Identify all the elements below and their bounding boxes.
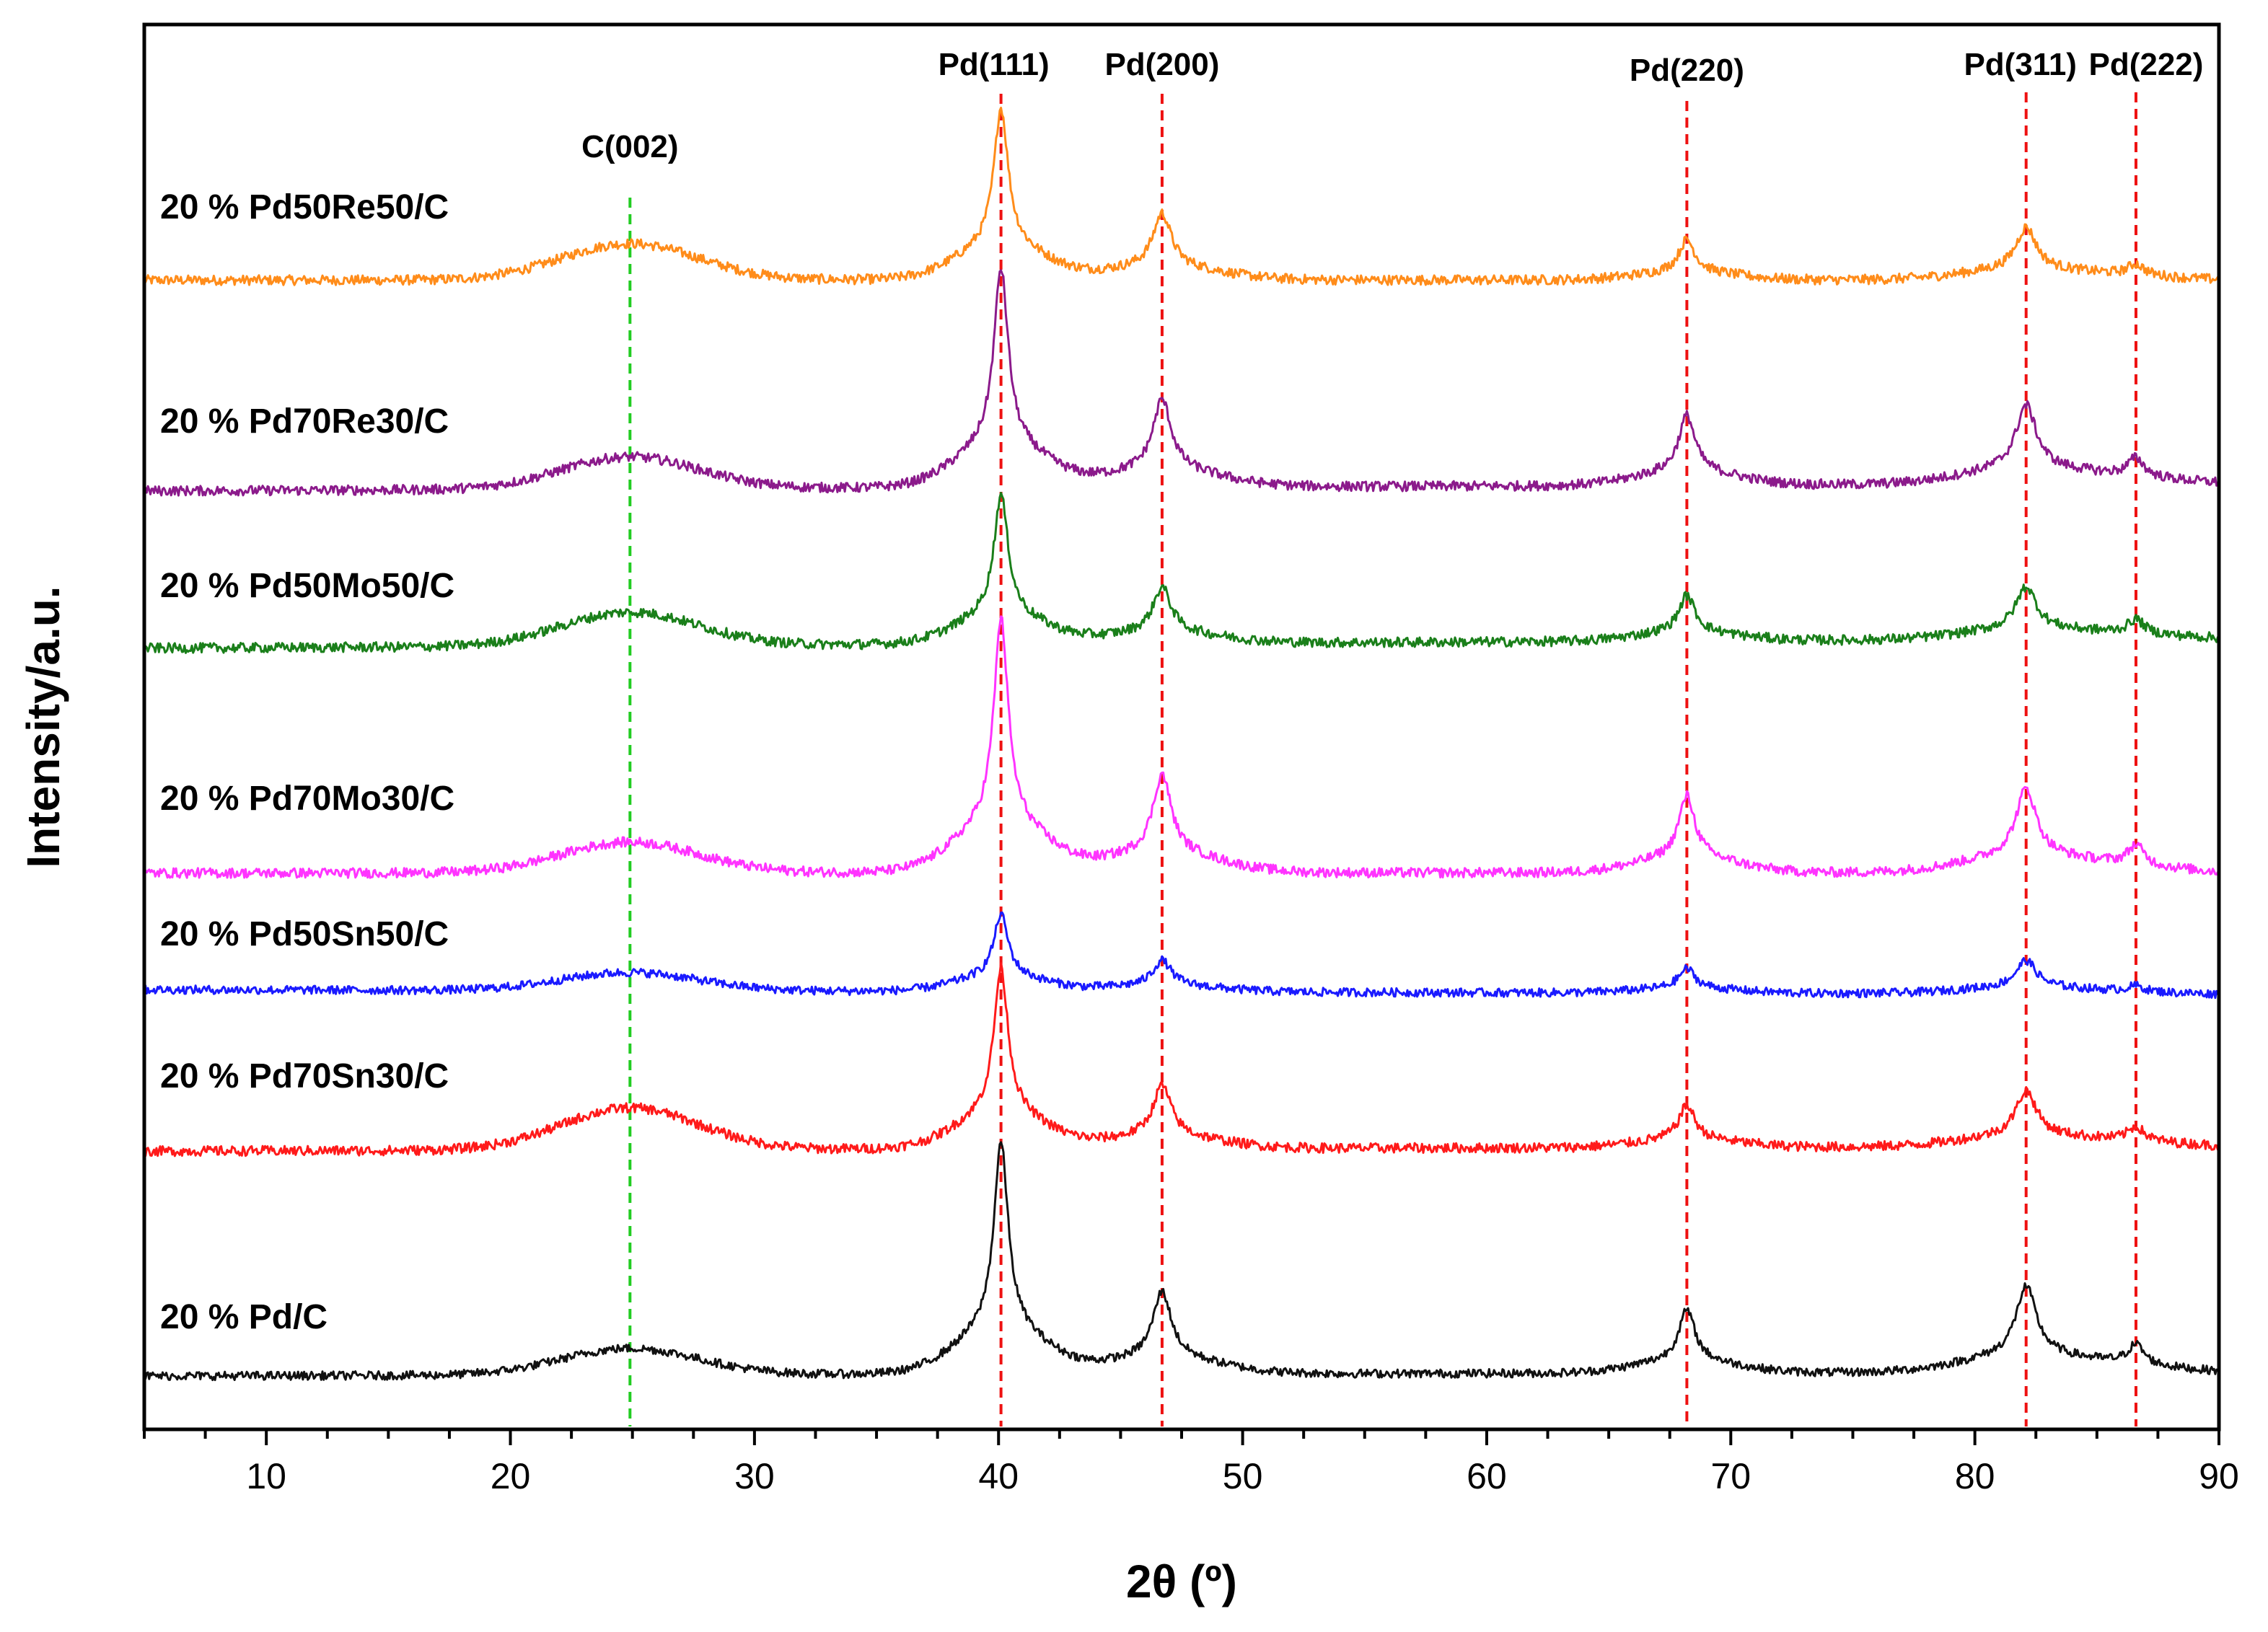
x-tick-label: 10	[246, 1456, 286, 1496]
reference-lines	[628, 92, 2137, 1426]
x-axis-tick-labels: 10 20 30 40 50 60 70 80 90	[246, 1456, 2238, 1496]
series-line	[143, 269, 2220, 497]
series-label: 20 % Pd70Re30/C	[160, 402, 449, 441]
x-tick-label: 80	[1955, 1456, 1995, 1496]
x-tick-label: 50	[1223, 1456, 1263, 1496]
series-line	[143, 911, 2220, 1000]
reference-label: Pd(222)	[2088, 47, 2203, 82]
series-label: 20 % Pd/C	[160, 1298, 328, 1336]
x-axis-title: 2θ (º)	[1126, 1556, 1237, 1607]
series-line	[143, 106, 2220, 286]
x-tick-label: 30	[734, 1456, 775, 1496]
series-labels: 20 % Pd50Re50/C 20 % Pd70Re30/C 20 % Pd50M…	[160, 188, 454, 1336]
plot-area	[143, 92, 2220, 1426]
x-tick-label: 40	[978, 1456, 1019, 1496]
series-line	[144, 1141, 2220, 1382]
reference-label: Pd(311)	[1964, 47, 2077, 82]
series-line	[143, 962, 2220, 1157]
y-axis-title: Intensity/a.u.	[17, 586, 69, 868]
x-tick-label: 70	[1710, 1456, 1751, 1496]
series-label: 20 % Pd50Mo50/C	[160, 567, 454, 605]
series-label: 20 % Pd70Sn30/C	[160, 1057, 449, 1095]
x-axis-ticks	[143, 1429, 2220, 1445]
x-tick-label: 60	[1467, 1456, 1507, 1496]
reference-label: Pd(220)	[1630, 53, 1744, 88]
series-line	[144, 492, 2220, 654]
series-line	[143, 615, 2220, 879]
x-tick-label: 20	[491, 1456, 531, 1496]
reference-label: Pd(200)	[1104, 47, 1219, 82]
reference-labels: C(002) Pd(111) Pd(200) Pd(220) Pd(311) Pd(222…	[581, 47, 2203, 164]
reference-label: Pd(111)	[939, 47, 1050, 82]
x-tick-label: 90	[2199, 1456, 2239, 1496]
series-label: 20 % Pd70Mo30/C	[160, 780, 454, 818]
series-label: 20 % Pd50Sn50/C	[160, 915, 449, 953]
series-lines	[143, 106, 2220, 1382]
reference-label: C(002)	[581, 129, 679, 164]
series-label: 20 % Pd50Re50/C	[160, 188, 449, 226]
